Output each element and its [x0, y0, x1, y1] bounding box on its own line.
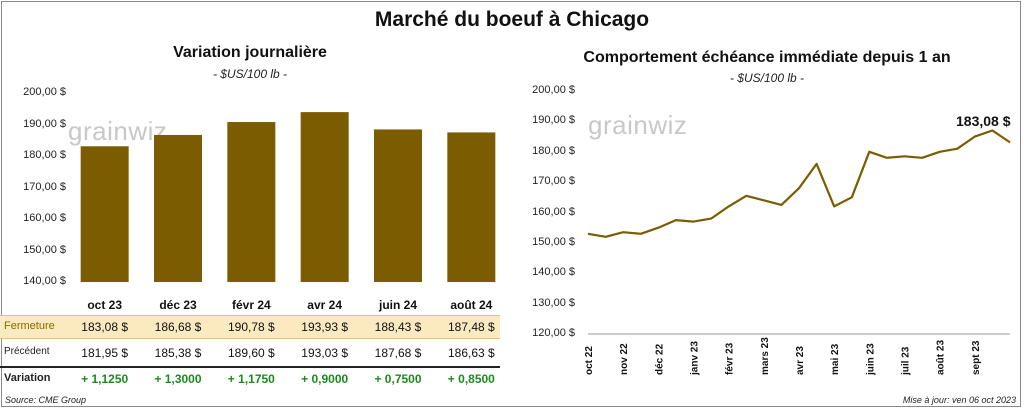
update-note: Mise à jour: ven 06 oct 2023 [902, 395, 1016, 405]
y-tick-label: 140,00 $ [532, 266, 575, 279]
x-tick-label: avr 23 [795, 346, 806, 375]
variation-value: + 1,1250 [81, 372, 129, 386]
x-category-label: avr 24 [307, 298, 342, 312]
x-tick-label: déc 22 [654, 343, 665, 375]
y-tick-label: 190,00 $ [532, 114, 575, 127]
fermeture-value: 183,08 $ [81, 320, 129, 334]
y-tick-label: 130,00 $ [532, 296, 575, 309]
page-title: Marché du boeuf à Chicago [374, 8, 650, 31]
y-tick-label: 150,00 $ [23, 243, 66, 256]
y-tick-label: 160,00 $ [23, 212, 66, 224]
precedent-value: 185,38 $ [154, 346, 202, 360]
fermeture-row: Fermeture 183,08 $ 186,68 $ 190,78 $ 193,93… [0, 315, 500, 339]
precedent-value: 189,60 $ [227, 346, 275, 360]
precedent-row: Précédent 181,95 $ 185,38 $ 189,60 $ 193,03… [0, 342, 500, 364]
precedent-value: 193,03 $ [301, 346, 349, 360]
left-chart-title: Variation journalière [173, 44, 327, 61]
fermeture-value: 187,48 $ [447, 320, 495, 334]
y-tick-label: 180,00 $ [23, 149, 66, 161]
y-tick-label: 140,00 $ [23, 275, 66, 287]
fermeture-value: 190,78 $ [227, 320, 275, 334]
fermeture-value: 186,68 $ [154, 320, 202, 334]
bar [154, 134, 202, 282]
x-category-label: déc 23 [159, 298, 197, 312]
bar [227, 122, 276, 282]
x-tick-label: nov 22 [619, 343, 630, 375]
x-category-label: août 24 [450, 298, 493, 312]
bar [447, 132, 496, 282]
variation-value: + 1,3000 [154, 372, 202, 386]
table-divider [0, 366, 500, 368]
precedent-value: 187,68 $ [374, 346, 422, 360]
x-tick-label: oct 22 [584, 346, 595, 375]
variation-value: + 1,1750 [227, 372, 275, 386]
last-price-label: 183,08 $ [956, 113, 1011, 129]
y-tick-label: 200,00 $ [23, 86, 66, 98]
x-category-label: févr 24 [231, 298, 271, 312]
fermeture-value: 188,43 $ [374, 320, 422, 334]
left-chart-unit: - $US/100 lb - [212, 67, 288, 81]
fermeture-value: 193,93 $ [301, 320, 349, 334]
y-tick-label: 180,00 $ [532, 144, 575, 157]
right-chart-unit: - $US/100 lb - [729, 71, 805, 85]
x-tick-label: janv 23 [690, 341, 701, 376]
y-tick-label: 200,00 $ [532, 84, 575, 96]
bar [300, 112, 349, 282]
fermeture-label: Fermeture [4, 320, 55, 332]
x-category-label: oct 23 [87, 298, 122, 312]
y-tick-label: 160,00 $ [532, 205, 575, 218]
x-tick-label: sept 23 [971, 340, 982, 375]
bar [374, 129, 422, 282]
bar [80, 146, 129, 282]
price-line [587, 129, 1011, 238]
x-tick-label: juil 23 [901, 346, 912, 376]
right-chart-title: Comportement échéance immédiate depuis 1… [583, 49, 951, 66]
y-tick-label: 120,00 $ [532, 327, 575, 339]
variation-value: + 0,8500 [447, 372, 495, 386]
x-tick-label: juin 23 [865, 343, 876, 376]
precedent-value: 181,95 $ [81, 346, 129, 360]
y-tick-label: 190,00 $ [23, 117, 66, 130]
variation-label: Variation [4, 372, 51, 384]
x-category-label: juin 24 [378, 298, 417, 312]
right-watermark-logo: grainwiz [588, 110, 688, 140]
variation-value: + 0,9000 [301, 372, 349, 386]
x-tick-label: août 23 [936, 340, 947, 375]
source-note: Source: CME Group [5, 395, 87, 405]
y-tick-label: 170,00 $ [23, 180, 66, 193]
x-tick-label: févr 23 [725, 342, 736, 375]
x-tick-label: mars 23 [760, 337, 771, 375]
variation-value: + 0,7500 [374, 372, 422, 386]
precedent-label: Précédent [4, 346, 50, 357]
y-tick-label: 150,00 $ [532, 235, 575, 248]
y-tick-label: 170,00 $ [532, 175, 575, 188]
left-watermark-logo: grainwiz [68, 116, 168, 146]
variation-row: Variation + 1,1250 + 1,3000 + 1,1750 + 0,90… [0, 368, 500, 390]
precedent-value: 186,63 $ [447, 346, 495, 360]
x-tick-label: mai 23 [830, 343, 841, 375]
